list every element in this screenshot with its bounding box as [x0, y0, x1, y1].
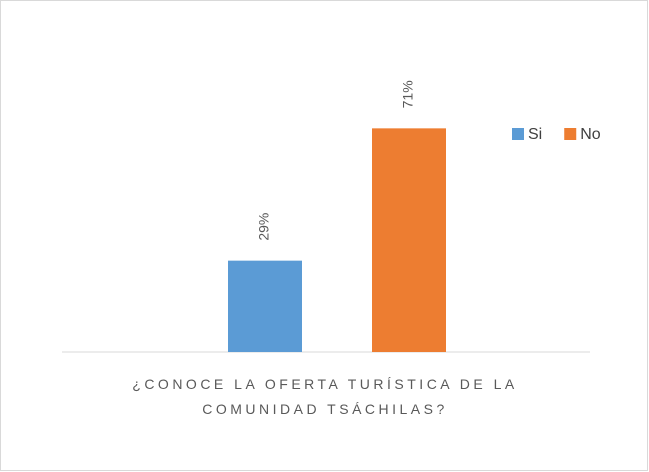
data-label: 29% [256, 213, 272, 241]
legend-swatch [564, 128, 577, 140]
legend-label: No [580, 126, 601, 143]
legend-label: Si [528, 126, 542, 143]
bar [372, 128, 446, 352]
data-label: 71% [400, 80, 416, 108]
category-label: ¿CONOCE LA OFERTA TURÍSTICA DE LA COMUNI… [132, 376, 518, 417]
bar [228, 260, 302, 352]
legend-swatch [512, 128, 524, 140]
